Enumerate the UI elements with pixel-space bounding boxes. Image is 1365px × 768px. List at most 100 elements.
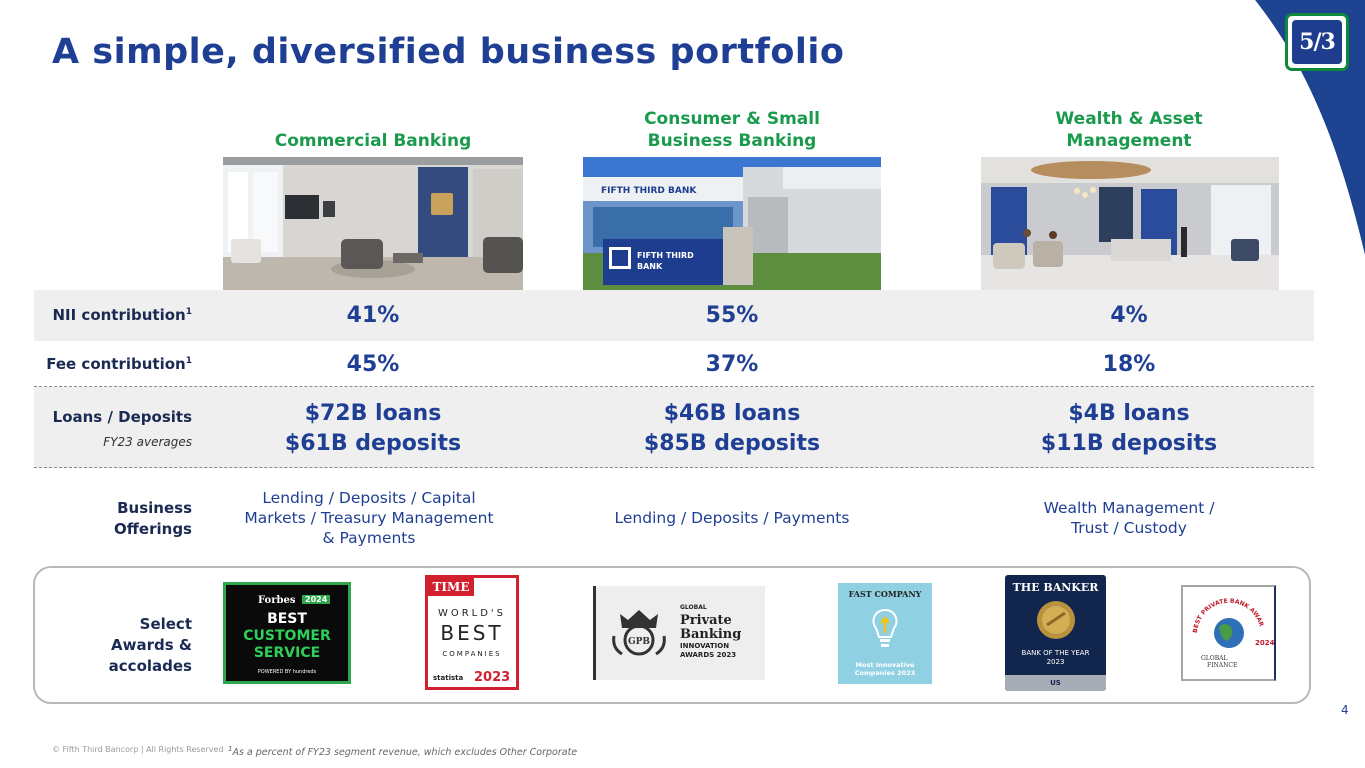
- loans-consumer: $46B loans: [663, 401, 801, 426]
- offerings-line: Lending / Deposits / Capital: [262, 489, 476, 507]
- footnote-marker: 1: [228, 745, 233, 753]
- awards-label-line: accolades: [108, 657, 192, 675]
- fee-contribution-label: Fee contribution1: [0, 355, 192, 373]
- forbes-brand: Forbes: [258, 595, 296, 606]
- fee-label-text: Fee contribution: [46, 355, 186, 373]
- forbes-line: SERVICE: [253, 645, 321, 661]
- fast-company-brand: FAST COMPANY: [848, 589, 922, 599]
- fee-consumer: 37%: [705, 352, 759, 377]
- awards-label-line: Select: [139, 615, 192, 633]
- banker-brand: THE BANKER: [1012, 581, 1099, 594]
- gpb-line: Private: [680, 613, 732, 628]
- global-finance-year: 2024: [1255, 639, 1274, 647]
- row-divider: [34, 386, 1314, 387]
- offerings-consumer: Lending / Deposits / Payments: [582, 508, 882, 528]
- loans-deposits-sublabel: FY23 averages: [103, 435, 192, 449]
- gpb-emblem-text: GPB: [628, 637, 650, 647]
- column-header-line: Business Banking: [647, 131, 817, 151]
- fee-commercial: 45%: [346, 352, 400, 377]
- fee-wealth: 18%: [1102, 352, 1156, 377]
- deposits-consumer: $85B deposits: [643, 431, 821, 456]
- time-year: 2023: [474, 670, 511, 685]
- time-line: WORLD'S: [437, 608, 507, 619]
- company-logo: 5/3: [1285, 13, 1349, 71]
- loans-deposits-label: Loans / Deposits: [52, 408, 192, 426]
- monument-sign-line1: FIFTH THIRD: [637, 251, 694, 260]
- column-header-wealth: Wealth & Asset Management: [979, 108, 1279, 152]
- offerings-commercial: Lending / Deposits / Capital Markets / T…: [219, 488, 519, 548]
- loans-row-band: [34, 387, 1314, 468]
- banker-region: US: [1005, 675, 1106, 691]
- footnote-text: As a percent of FY23 segment revenue, wh…: [232, 747, 578, 759]
- nii-label-text: NII contribution: [52, 306, 186, 324]
- offerings-line: & Payments: [322, 529, 416, 547]
- deposits-wealth: $11B deposits: [1040, 431, 1218, 456]
- business-offerings-label: Business Offerings: [0, 498, 192, 540]
- time-statista: statista: [433, 674, 464, 682]
- copyright-text: © Fifth Third Bancorp | All Rights Reser…: [52, 745, 224, 754]
- photo-commercial-lobby: [223, 157, 523, 290]
- gpb-line: GLOBAL: [680, 604, 707, 611]
- medal-icon: [1037, 601, 1075, 639]
- loans-commercial: $72B loans: [304, 401, 442, 426]
- award-global-finance: BEST PRIVATE BANK AWARD 2024 GLOBAL FINA…: [1181, 585, 1276, 681]
- offerings-line: Markets / Treasury Management: [244, 509, 494, 527]
- fast-company-line: Most Innovative: [855, 661, 915, 669]
- offerings-label-line: Offerings: [114, 520, 192, 538]
- monument-sign-line2: BANK: [637, 262, 663, 271]
- photo-branch-exterior: FIFTH THIRD BANK FIFTH THIRD BANK: [583, 157, 881, 290]
- nii-wealth: 4%: [1110, 303, 1148, 328]
- offerings-wealth: Wealth Management / Trust / Custody: [979, 498, 1279, 538]
- time-line: COMPANIES: [442, 650, 502, 658]
- gpb-line: AWARDS 2023: [680, 651, 737, 659]
- offerings-line: Trust / Custody: [1071, 519, 1187, 537]
- column-header-consumer: Consumer & Small Business Banking: [582, 108, 882, 152]
- forbes-line: CUSTOMER: [243, 628, 331, 644]
- page-number: 4: [1341, 703, 1349, 717]
- award-the-banker: THE BANKER BANK OF THE YEAR 2023 US: [1005, 575, 1106, 691]
- bank-sign-text: FIFTH THIRD BANK: [601, 186, 697, 196]
- forbes-line: BEST: [267, 611, 307, 627]
- column-header-line: Commercial Banking: [274, 131, 472, 151]
- gpb-line: INNOVATION: [680, 642, 730, 650]
- award-global-private-banking: GPB GLOBAL Private Banking INNOVATION AW…: [593, 586, 765, 680]
- deposits-commercial: $61B deposits: [284, 431, 462, 456]
- awards-container: [33, 566, 1311, 704]
- offerings-line: Lending / Deposits / Payments: [614, 509, 850, 527]
- column-header-line: Consumer & Small: [644, 109, 820, 129]
- awards-label: Select Awards & accolades: [0, 614, 192, 677]
- photo-wealth-lobby: [981, 157, 1279, 290]
- column-header-line: Management: [1066, 131, 1192, 151]
- page-title: A simple, diversified business portfolio: [52, 32, 845, 72]
- lightbulb-icon: [872, 608, 898, 647]
- nii-contribution-label: NII contribution1: [0, 306, 192, 324]
- time-brand: TIME: [428, 578, 474, 596]
- award-fast-company: FAST COMPANY Most Innovative Companies 2…: [838, 583, 932, 684]
- footnote-marker: 1: [185, 356, 192, 366]
- nii-row-band: [34, 290, 1314, 341]
- time-line: BEST: [440, 621, 504, 645]
- gpb-line: Banking: [680, 627, 742, 642]
- offerings-line: Wealth Management /: [1043, 499, 1215, 517]
- column-header-commercial: Commercial Banking: [223, 130, 523, 152]
- forbes-powered: POWERED BY hundreds: [257, 669, 317, 675]
- forbes-year: 2024: [302, 595, 331, 604]
- globe-icon: BEST PRIVATE BANK AWARD 2024 GLOBAL FINA…: [1183, 587, 1274, 669]
- footnote-marker: 1: [185, 307, 192, 317]
- award-time: TIME WORLD'S BEST COMPANIES statista 202…: [425, 575, 519, 690]
- award-forbes: Forbes 2024 BEST CUSTOMER SERVICE POWERE…: [223, 582, 351, 684]
- column-header-line: Wealth & Asset: [1055, 109, 1203, 129]
- nii-consumer: 55%: [705, 303, 759, 328]
- nii-commercial: 41%: [346, 303, 400, 328]
- banker-line: 2023: [1046, 658, 1065, 666]
- loans-wealth: $4B loans: [1068, 401, 1190, 426]
- global-finance-brand-2: FINANCE: [1207, 662, 1237, 669]
- offerings-label-line: Business: [117, 499, 192, 517]
- banker-line: BANK OF THE YEAR: [1021, 649, 1090, 657]
- footnote: 1As a percent of FY23 segment revenue, w…: [228, 745, 577, 758]
- row-divider: [34, 467, 1314, 468]
- gpb-crest-icon: GPB: [612, 610, 666, 656]
- fast-company-line: Companies 2023: [854, 669, 916, 677]
- logo-mark: 5/3: [1292, 20, 1342, 64]
- awards-label-line: Awards &: [111, 636, 192, 654]
